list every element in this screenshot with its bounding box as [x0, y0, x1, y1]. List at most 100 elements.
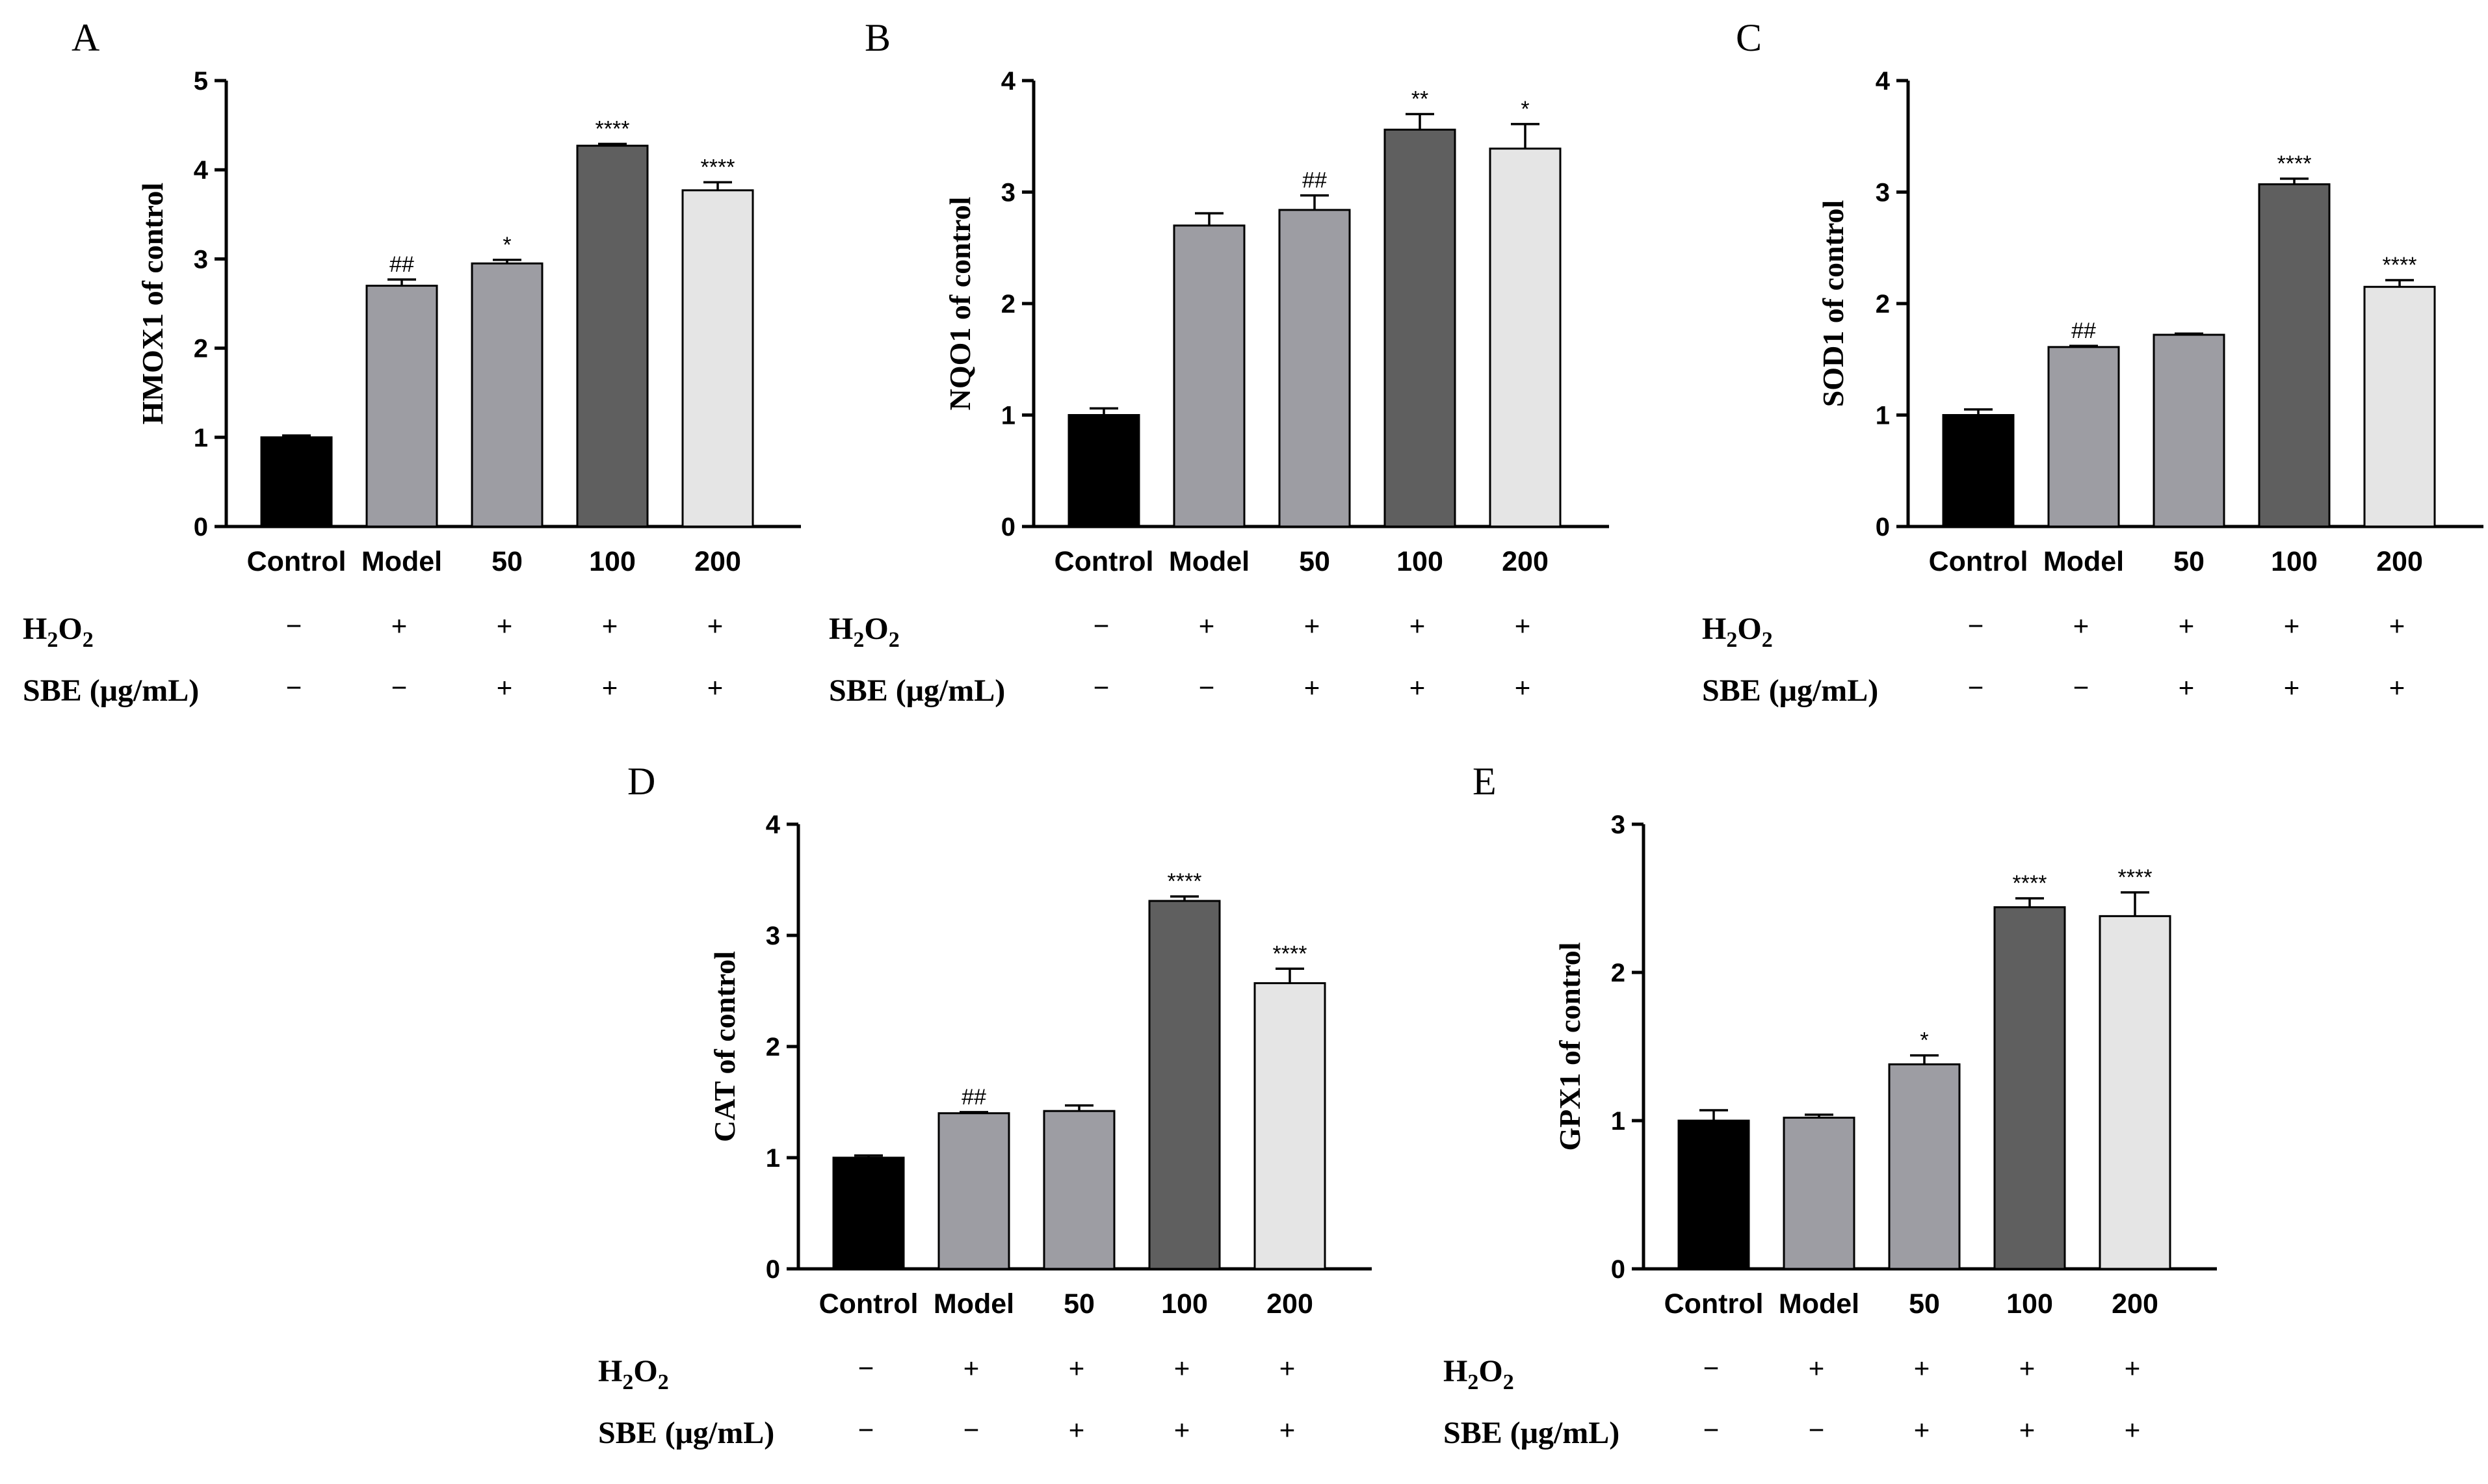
x-tick-label: Control [1929, 546, 2028, 577]
bar [365, 285, 438, 528]
x-tick-label: 50 [1299, 546, 1330, 577]
y-tick-label: 3 [1611, 811, 1625, 839]
sbe-sign: + [707, 672, 724, 703]
sbe-sign: − [286, 672, 302, 703]
bar [1173, 224, 1246, 528]
h2o2-label-part: 2 [83, 628, 94, 652]
y-tick-label: 2 [1001, 290, 1015, 319]
significance-label: ## [389, 252, 414, 277]
h2o2-label: H2O2 [829, 612, 900, 652]
x-tick-label: Control [1054, 546, 1154, 577]
sbe-sign: + [1515, 672, 1531, 703]
h2o2-label-part: H [1443, 1354, 1467, 1388]
sbe-sign: + [2179, 672, 2195, 703]
x-tick-label: 200 [694, 546, 741, 577]
y-tick-label: 1 [1611, 1107, 1625, 1136]
sbe-sign: − [1703, 1414, 1720, 1445]
h2o2-label-part: O [633, 1354, 657, 1388]
sbe-sign: + [497, 672, 513, 703]
bar [2363, 285, 2436, 528]
h2o2-label-part: 2 [1726, 628, 1737, 652]
significance-label: ** [1411, 86, 1428, 111]
significance-label: ## [962, 1085, 986, 1110]
x-tick-label: Control [247, 546, 347, 577]
sbe-sign: + [2389, 672, 2405, 703]
significance-label: ## [2071, 319, 2096, 343]
h2o2-sign: + [497, 610, 513, 641]
sbe-sign: − [2073, 672, 2089, 703]
bar [471, 262, 543, 528]
y-tick-label: 0 [766, 1255, 780, 1284]
bar [1043, 1110, 1116, 1270]
sbe-sign: + [1279, 1414, 1296, 1445]
x-tick-label: 100 [2006, 1288, 2053, 1320]
x-tick-label: Control [819, 1288, 919, 1320]
h2o2-label-part: 2 [853, 628, 864, 652]
y-tick-label: 1 [1876, 402, 1890, 430]
h2o2-label-part: 2 [622, 1370, 633, 1394]
h2o2-label-part: 2 [1762, 628, 1773, 652]
sbe-sign: + [2125, 1414, 2141, 1445]
sbe-sign: + [1069, 1414, 1085, 1445]
y-tick-label: 2 [1611, 959, 1625, 987]
y-tick-label: 0 [1876, 513, 1890, 541]
sbe-label: SBE (μg/mL) [1443, 1416, 1619, 1450]
sbe-sign: − [858, 1414, 874, 1445]
y-axis-label: CAT of control [708, 951, 741, 1142]
bar [832, 1156, 905, 1270]
h2o2-sign: + [602, 610, 618, 641]
x-tick-label: 200 [2376, 546, 2423, 577]
y-tick-label: 2 [1876, 290, 1890, 319]
bar [260, 436, 333, 528]
sbe-label: SBE (μg/mL) [1702, 673, 1878, 708]
y-tick-label: 3 [194, 245, 208, 274]
bar [1942, 414, 2015, 528]
h2o2-sign: + [707, 610, 724, 641]
h2o2-sign: + [1914, 1353, 1930, 1383]
bar [1278, 209, 1351, 528]
panel-d: D 0 1 2 3 4 CAT of control Control − − ## Model + − 50… [598, 760, 1372, 1450]
y-tick-label: 1 [194, 424, 208, 452]
significance-label: **** [596, 116, 630, 141]
significance-label: **** [2277, 151, 2312, 176]
h2o2-label-part: 2 [1467, 1370, 1478, 1394]
x-tick-label: 200 [2112, 1288, 2158, 1320]
panel-e: E 0 1 2 3 GPX1 of control Control − − Model + − * 50 +… [1443, 760, 2217, 1450]
bar [1148, 900, 1221, 1270]
h2o2-sign: + [2019, 1353, 2036, 1383]
x-tick-label: 100 [2271, 546, 2318, 577]
panel-c: C 0 1 2 3 4 SOD1 of control Control − − ## Model + − 5… [1702, 16, 2483, 708]
sbe-sign: − [1968, 672, 1984, 703]
sbe-sign: − [391, 672, 408, 703]
h2o2-sign: − [1968, 610, 1984, 641]
y-tick-label: 1 [766, 1144, 780, 1173]
significance-label: **** [2013, 871, 2047, 896]
h2o2-sign: + [1515, 610, 1531, 641]
y-tick-label: 3 [766, 922, 780, 950]
h2o2-label-part: H [829, 612, 853, 646]
bar [2047, 346, 2120, 528]
h2o2-sign: + [2125, 1353, 2141, 1383]
x-tick-label: 100 [589, 546, 636, 577]
h2o2-sign: + [2073, 610, 2089, 641]
h2o2-label: H2O2 [1702, 612, 1773, 652]
x-tick-label: 50 [2173, 546, 2205, 577]
h2o2-sign: + [2284, 610, 2300, 641]
y-tick-label: 1 [1001, 402, 1015, 430]
h2o2-sign: + [1809, 1353, 1825, 1383]
panel-letter: E [1473, 760, 1497, 803]
y-tick-label: 0 [1001, 513, 1015, 541]
sbe-sign: + [1174, 1414, 1190, 1445]
y-tick-label: 4 [1001, 67, 1016, 96]
h2o2-label-part: O [58, 612, 82, 646]
x-tick-label: Model [934, 1288, 1014, 1320]
sbe-sign: + [1304, 672, 1320, 703]
y-tick-label: 3 [1001, 179, 1015, 207]
bar [1253, 982, 1326, 1270]
h2o2-sign: + [1279, 1353, 1296, 1383]
panel-b: B 0 1 2 3 4 NQO1 of control Control − − Model + − ## 5… [829, 16, 1609, 708]
sbe-sign: + [602, 672, 618, 703]
h2o2-sign: + [1069, 1353, 1085, 1383]
x-tick-label: 100 [1396, 546, 1443, 577]
h2o2-sign: + [1304, 610, 1320, 641]
